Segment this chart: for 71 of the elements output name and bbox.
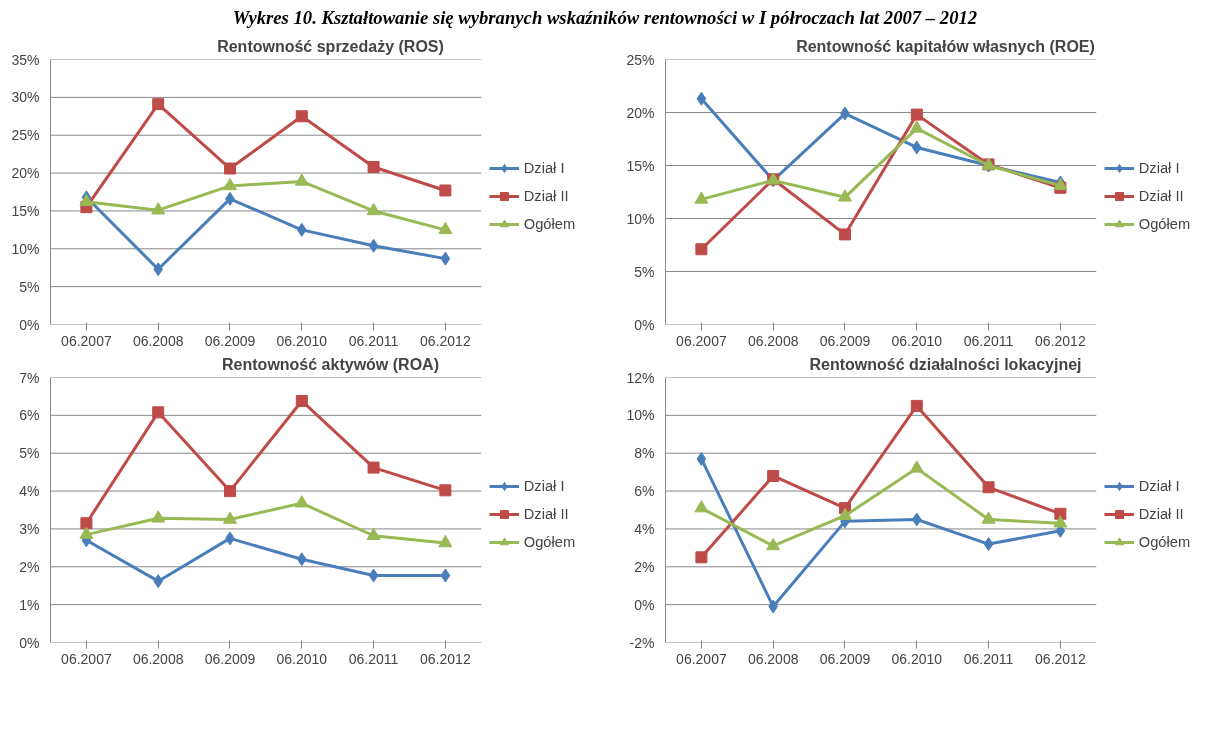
y-tick-label: 6% [634, 483, 655, 500]
y-tick-label: 12% [626, 369, 655, 386]
y-tick-label: 2% [19, 558, 40, 575]
chart-title: Rentowność kapitałów własnych (ROE) [796, 37, 1095, 55]
y-tick-label: 2% [634, 558, 655, 575]
legend-label: Ogółem [523, 216, 576, 232]
y-tick-label: 35% [11, 51, 40, 68]
y-tick-label: 10% [626, 210, 655, 227]
legend-label: Dział II [523, 506, 569, 522]
y-tick-label: 0% [19, 316, 40, 333]
y-tick-label: 20% [11, 165, 40, 182]
y-tick-label: 5% [19, 278, 40, 295]
y-tick-label: 15% [11, 202, 40, 219]
y-tick-label: 5% [634, 263, 655, 280]
y-tick-label: 1% [19, 596, 40, 613]
legend-label: Dział I [1138, 160, 1180, 176]
chart-title: Rentowność aktywów (ROA) [222, 355, 439, 373]
x-tick-label: 06.2007 [61, 650, 112, 667]
y-tick-label: 4% [19, 483, 40, 500]
legend-label: Dział II [1138, 506, 1184, 522]
y-tick-label: 25% [11, 127, 40, 144]
y-tick-label: 30% [11, 89, 40, 106]
y-tick-label: 0% [634, 316, 655, 333]
x-tick-label: 06.2009 [204, 650, 256, 667]
text: Wykres 10. Kształtowanie się wybranych wskaźników rentowności w I półroczach lat 2007 – 2012 [232, 6, 978, 30]
y-tick-label: 8% [634, 445, 655, 462]
legend-label: Dział II [523, 188, 569, 204]
y-tick-label: 3% [19, 520, 40, 537]
x-tick-label: 06.2010 [891, 650, 943, 667]
legend-label: Dział I [1138, 478, 1180, 494]
y-tick-label: 0% [634, 596, 655, 613]
x-tick-label: 06.2008 [747, 650, 799, 667]
y-tick-label: 5% [19, 445, 40, 462]
chart-title: Rentowność sprzedaży (ROS) [217, 37, 444, 55]
y-tick-label: 25% [626, 51, 655, 68]
y-tick-label: 20% [626, 104, 655, 121]
x-tick-label: 06.2012 [1035, 650, 1086, 667]
legend-label: Ogółem [1138, 216, 1191, 232]
x-tick-label: 06.2011 [348, 332, 399, 349]
y-tick-label: 15% [626, 157, 655, 174]
x-tick-label: 06.2009 [819, 650, 871, 667]
x-tick-label: 06.2009 [204, 332, 256, 349]
x-tick-label: 06.2007 [676, 332, 727, 349]
x-tick-label: 06.2008 [747, 332, 799, 349]
legend-label: Dział II [1138, 188, 1184, 204]
x-tick-label: 06.2008 [132, 332, 184, 349]
x-tick-label: 06.2010 [276, 650, 328, 667]
legend-label: Ogółem [1138, 534, 1191, 550]
chart-title: Rentowność działalności lokacyjnej [809, 355, 1082, 373]
legend-label: Ogółem [523, 534, 576, 550]
x-tick-label: 06.2007 [61, 332, 112, 349]
y-tick-label: 6% [19, 407, 40, 424]
y-tick-label: 7% [19, 369, 40, 386]
x-tick-label: 06.2011 [963, 650, 1014, 667]
legend-label: Dział I [523, 478, 565, 494]
y-tick-label: 10% [626, 407, 655, 424]
legend-label: Dział I [523, 160, 565, 176]
x-tick-label: 06.2012 [420, 332, 471, 349]
x-tick-label: 06.2007 [676, 650, 727, 667]
x-tick-label: 06.2012 [420, 650, 471, 667]
x-tick-label: 06.2010 [276, 332, 328, 349]
y-tick-label: 0% [19, 634, 40, 651]
x-tick-label: 06.2011 [348, 650, 399, 667]
y-tick-label: 10% [11, 240, 40, 257]
x-tick-label: 06.2008 [132, 650, 184, 667]
y-tick-label: 4% [634, 520, 655, 537]
x-tick-label: 06.2012 [1035, 332, 1086, 349]
y-tick-label: -2% [629, 634, 655, 651]
x-tick-label: 06.2011 [963, 332, 1014, 349]
x-tick-label: 06.2010 [891, 332, 943, 349]
x-tick-label: 06.2009 [819, 332, 871, 349]
